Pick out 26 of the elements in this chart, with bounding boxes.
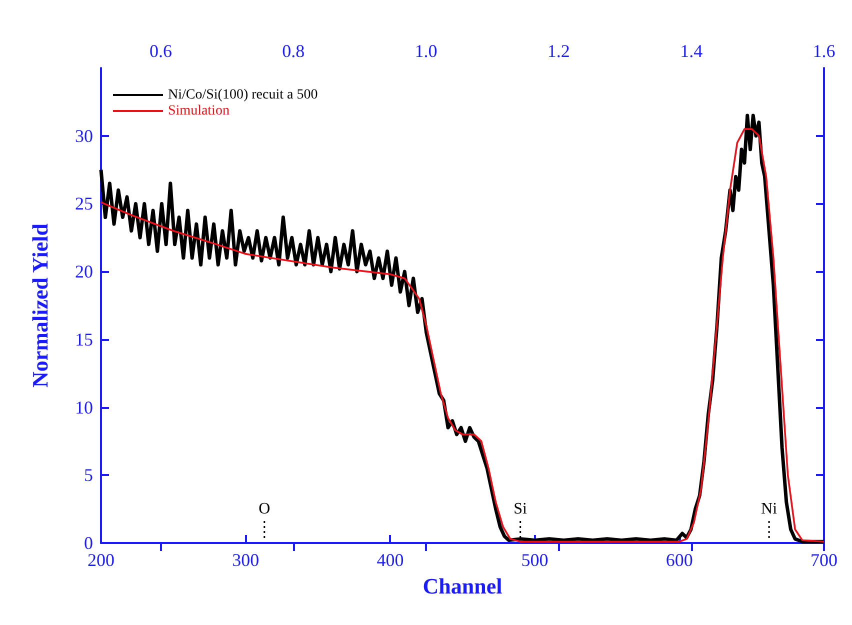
x2-tick-label: 0.8 bbox=[282, 41, 305, 61]
ref-line-label: Si bbox=[514, 500, 528, 518]
y-tick-label: 25 bbox=[75, 194, 93, 214]
x-tick-label: 300 bbox=[232, 550, 260, 570]
x2-tick-label: 1.2 bbox=[547, 41, 570, 61]
x-axis-title: Channel bbox=[422, 574, 502, 598]
legend-label: Ni/Co/Si(100) recuit a 500 bbox=[168, 88, 318, 102]
y-tick-label: 30 bbox=[75, 126, 93, 146]
legend-label: Simulation bbox=[168, 104, 230, 118]
y-tick-label: 5 bbox=[84, 465, 93, 486]
x-tick-label: 400 bbox=[376, 550, 404, 570]
x2-tick-label: 1.6 bbox=[812, 41, 836, 61]
x-tick-label: 600 bbox=[666, 550, 693, 570]
y-tick-label: 10 bbox=[75, 397, 93, 418]
y-axis-title: Normalized Yield bbox=[28, 224, 52, 388]
x-tick-label: 200 bbox=[88, 550, 114, 570]
y-tick-label: 15 bbox=[75, 329, 93, 350]
y-tick-label: 20 bbox=[75, 262, 93, 282]
ref-line-label: O bbox=[258, 500, 270, 518]
y-tick-label: 0 bbox=[84, 533, 93, 553]
x2-tick-label: 1.4 bbox=[680, 41, 703, 61]
x-tick-label: 700 bbox=[810, 550, 838, 570]
x-tick-label: 500 bbox=[521, 550, 548, 570]
x2-tick-label: 1.0 bbox=[414, 41, 438, 61]
x2-tick-label: 0.6 bbox=[149, 41, 172, 61]
ref-line-label: Ni bbox=[761, 500, 778, 518]
